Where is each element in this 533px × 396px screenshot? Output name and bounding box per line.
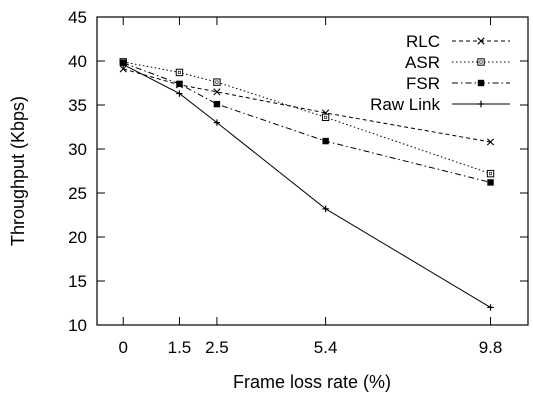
- data-point-inner: [177, 70, 181, 74]
- series-raw-link: [120, 61, 494, 311]
- legend-item: RLC: [406, 32, 510, 51]
- x-tick-label: 1.5: [168, 338, 192, 357]
- y-tick-label: 20: [68, 228, 87, 247]
- y-tick-label: 10: [68, 316, 87, 335]
- plot-frame: [96, 16, 529, 326]
- data-point: [120, 61, 127, 68]
- y-axis: 10 15 20 25 30 35 40 45: [68, 8, 528, 335]
- data-point: [176, 80, 183, 88]
- legend-item: ASR: [405, 53, 510, 72]
- y-tick-label: 35: [68, 96, 87, 115]
- x-tick-label: 0: [119, 338, 128, 357]
- data-point: [477, 79, 485, 87]
- data-point: [176, 90, 183, 97]
- data-point: [322, 137, 329, 145]
- x-tick-label: 9.8: [479, 338, 503, 357]
- y-axis-label: Throughput (Kbps): [8, 96, 28, 246]
- legend-label: RLC: [406, 32, 440, 51]
- data-point: [486, 138, 495, 146]
- data-point: [119, 65, 127, 73]
- legend-item: Raw Link: [370, 95, 510, 114]
- legend: RLC ASR FSR Raw Link: [370, 32, 510, 114]
- data-point-inner: [489, 172, 493, 176]
- x-tick-label: 2.5: [205, 338, 229, 357]
- data-point: [213, 100, 221, 108]
- series-line: [123, 61, 491, 175]
- data-point: [487, 179, 494, 186]
- data-point-inner: [479, 60, 483, 64]
- x-axis-label: Frame loss rate (%): [233, 372, 391, 392]
- x-axis: 0 1.5 2.5 5.4 9.8: [119, 17, 503, 357]
- y-tick-label: 15: [68, 272, 87, 291]
- legend-label: ASR: [405, 53, 440, 72]
- data-point: [175, 68, 184, 77]
- y-tick-label: 30: [68, 140, 87, 159]
- data-point: [213, 119, 221, 126]
- legend-item: FSR: [406, 74, 510, 93]
- legend-label: FSR: [406, 74, 440, 93]
- series-line: [123, 62, 491, 183]
- legend-label: Raw Link: [370, 95, 440, 114]
- data-point: [487, 304, 494, 311]
- data-point: [322, 205, 329, 213]
- data-point: [213, 88, 221, 96]
- data-point-inner: [215, 80, 219, 84]
- data-point: [477, 37, 485, 45]
- y-tick-label: 45: [68, 8, 87, 27]
- series-layer: [119, 58, 495, 311]
- y-tick-label: 25: [68, 184, 87, 203]
- data-point: [213, 78, 221, 86]
- data-point: [477, 100, 485, 108]
- data-point-inner: [324, 115, 328, 119]
- data-point: [486, 169, 495, 178]
- x-tick-label: 5.4: [314, 338, 338, 357]
- y-tick-label: 40: [68, 52, 87, 71]
- data-point: [321, 113, 330, 122]
- data-point: [477, 58, 485, 66]
